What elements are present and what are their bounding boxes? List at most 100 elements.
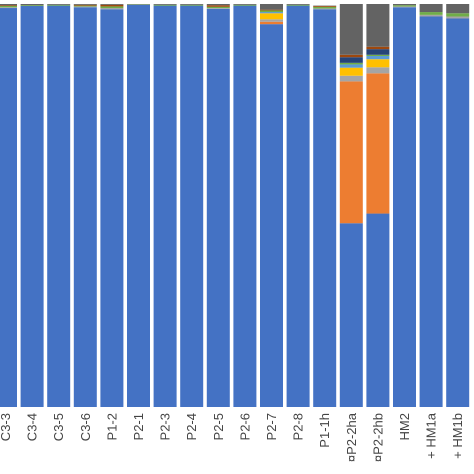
x-tick-label: C3-5 [51, 413, 66, 441]
bar-segment-C3-3-s6 [0, 6, 17, 8]
bar-segment-P1-2-s9 [100, 4, 124, 5]
x-tick-label: P2-5 [211, 413, 226, 440]
x-tick-label: P1-1h [317, 413, 332, 448]
bar-segment-+ HM1b-s9 [446, 4, 470, 14]
bar-segment-+ HM1b-s1 [446, 18, 470, 407]
bar-segment-P2-7-s8 [260, 9, 283, 11]
x-tick-label: HM2 [397, 413, 412, 440]
bar-segment-¤P2-2hb-s7 [366, 49, 390, 55]
bar-segment-P2-4-s9 [180, 4, 204, 5]
bar-segment-P1-1h-s3 [313, 8, 337, 10]
bar-segment-¤P2-2hb-s6 [366, 54, 390, 56]
x-tick-label: P2-7 [264, 413, 279, 440]
bar-segment-+ HM1a-s9 [419, 4, 443, 13]
category-labels-group: C3-3 C3-4 C3-5 C3-6 P1-2 P2-1 P2-3 P2-4 P2-5 P2-6… [0, 412, 465, 462]
bar-segment-¤P2-2ha-s8 [339, 54, 363, 58]
bar-segment-¤P2-2ha-s4 [339, 67, 363, 76]
bar-segment-C3-6-s8 [73, 4, 97, 6]
bar-segment-P2-7-s6 [260, 10, 283, 13]
bar-segment-P2-7-s4 [260, 13, 283, 20]
bar-segment-¤P2-2ha-s6 [339, 62, 363, 65]
x-tick-label: + HM1a [424, 412, 439, 459]
bar-segment-C3-3-s8 [0, 5, 17, 7]
bar-segment-¤P2-2hb-s2 [366, 73, 390, 214]
bar-segment-¤P2-2hb-s4 [366, 59, 390, 68]
x-tick-label: P2-4 [184, 413, 199, 440]
x-tick-label: P1-2 [104, 413, 119, 440]
bar-segment-C3-3-s9 [0, 4, 17, 6]
bar-segment-P2-7-s1 [260, 24, 283, 408]
bar-segment-P2-8-s1 [286, 5, 310, 408]
bar-segment-P1-1h-s8 [313, 6, 337, 7]
x-tick-label: C3-3 [0, 413, 13, 441]
x-tick-label: P2-6 [237, 413, 252, 440]
bars-group [0, 4, 470, 408]
bar-segment-P2-5-s8 [206, 5, 230, 7]
bar-segment-P2-5-s3 [206, 8, 230, 9]
bar-segment-P2-3-s6 [153, 4, 177, 6]
bar-segment-P1-1h-s1 [313, 9, 337, 408]
bar-segment-C3-6-s3 [73, 6, 97, 8]
bar-segment-C3-6-s6 [73, 5, 97, 7]
bar-segment-¤P2-2hb-s9 [366, 4, 390, 47]
bar-segment-P1-2-s6 [100, 6, 124, 9]
bar-segment-P2-5-s6 [206, 6, 230, 9]
bar-segment-P2-6-s6 [233, 4, 257, 6]
bar-segment-¤P2-2ha-s1 [339, 223, 363, 407]
bar-segment-C3-4-s6 [20, 5, 44, 7]
bar-segment-P2-7-s2 [260, 21, 283, 25]
bar-segment-P2-1-s1 [127, 4, 150, 408]
bar-segment-P2-3-s9 [153, 4, 177, 5]
bar-segment-¤P2-2hb-s5 [366, 55, 390, 60]
bar-segment-C3-4-s9 [20, 4, 44, 6]
bar-segment-P1-2-s1 [100, 9, 124, 408]
bar-segment-C3-5-s9 [47, 4, 71, 5]
bar-segment-HM2-s9 [393, 4, 416, 6]
bar-segment-¤P2-2ha-s7 [339, 57, 363, 63]
x-tick-label: P2-1 [131, 413, 146, 440]
bar-segment-C3-5-s1 [47, 5, 71, 408]
bar-segment-+ HM1a-s6 [419, 12, 443, 15]
bar-segment-P1-2-s8 [100, 4, 124, 7]
x-tick-label: C3-4 [25, 413, 40, 441]
bar-segment-C3-5-s6 [47, 4, 71, 6]
x-tick-label: P2-3 [158, 413, 173, 440]
bar-segment-P2-7-s9 [260, 4, 283, 10]
bar-segment-C3-4-s1 [20, 6, 44, 407]
bar-segment-C3-6-s9 [73, 4, 97, 5]
bar-segment-+ HM1a-s1 [419, 16, 443, 408]
bar-segment-¤P2-2ha-s9 [339, 4, 363, 55]
bar-segment-P2-4-s6 [180, 4, 204, 6]
bar-segment-+ HM1b-s6 [446, 13, 470, 17]
bar-segment-C3-3-s1 [0, 8, 17, 408]
bar-segment-P1-1h-s6 [313, 6, 337, 9]
x-tick-label: ¤P2-2hb [370, 413, 385, 462]
x-tick-label: P2-8 [291, 413, 306, 440]
bar-segment-P2-4-s1 [180, 5, 204, 408]
bar-segment-P2-6-s1 [233, 5, 257, 408]
x-tick-label: + HM1b [450, 413, 465, 459]
bar-segment-+ HM1b-s3 [446, 16, 470, 19]
bar-segment-¤P2-2hb-s3 [366, 67, 390, 74]
bar-segment-P2-5-s1 [206, 8, 230, 408]
bar-segment-HM2-s6 [393, 5, 416, 7]
bar-segment-¤P2-2ha-s5 [339, 64, 363, 68]
bar-segment-P2-5-s9 [206, 4, 230, 6]
bar-segment-P2-6-s9 [233, 4, 257, 5]
bar-segment-+ HM1a-s3 [419, 14, 443, 17]
bar-segment-P1-2-s3 [100, 8, 124, 10]
bar-segment-C3-6-s1 [73, 7, 97, 407]
bar-segment-P2-7-s3 [260, 19, 283, 22]
bar-segment-¤P2-2ha-s2 [339, 81, 363, 224]
bar-segment-HM2-s3 [393, 6, 416, 8]
bar-segment-P2-8-s9 [286, 4, 310, 5]
bar-segment-P2-3-s1 [153, 5, 177, 408]
x-tick-label: C3-6 [78, 413, 93, 441]
bar-segment-P2-7-s5 [260, 12, 283, 14]
bar-segment-HM2-s1 [393, 7, 416, 407]
bar-segment-¤P2-2ha-s3 [339, 75, 363, 82]
x-tick-label: ¤P2-2ha [344, 412, 359, 462]
bar-segment-P2-8-s6 [286, 4, 310, 6]
bar-segment-C3-3-s3 [0, 7, 17, 9]
